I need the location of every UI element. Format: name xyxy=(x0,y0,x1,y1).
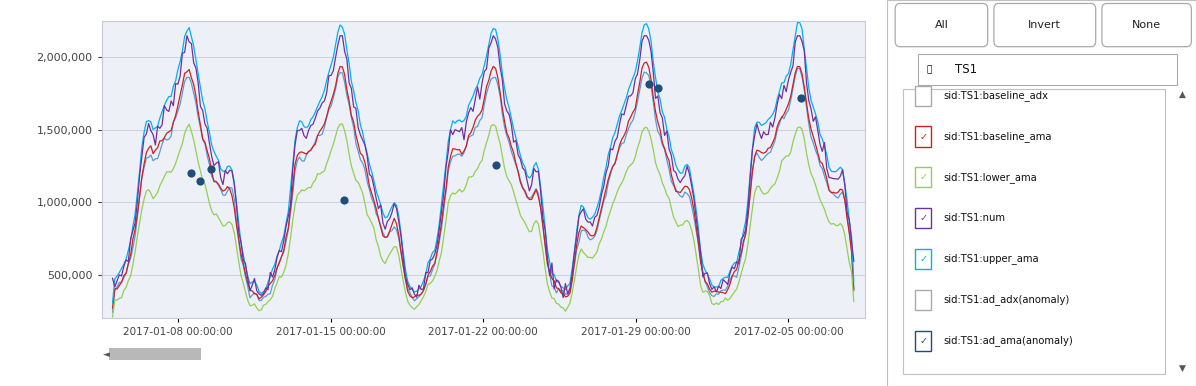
Text: ✓: ✓ xyxy=(920,213,927,223)
Bar xyxy=(915,249,932,269)
Text: Invert: Invert xyxy=(1029,20,1061,30)
Text: None: None xyxy=(1133,20,1161,30)
Text: ✓: ✓ xyxy=(920,172,927,182)
Point xyxy=(487,162,506,168)
Text: sid:TS1:baseline_adx: sid:TS1:baseline_adx xyxy=(944,90,1049,101)
Text: sid:TS1:num: sid:TS1:num xyxy=(944,213,1006,223)
Bar xyxy=(915,290,932,310)
Text: ✓: ✓ xyxy=(920,335,927,345)
Point xyxy=(648,85,667,91)
Text: ◄: ◄ xyxy=(103,350,110,359)
Point xyxy=(190,178,209,184)
Text: ✓: ✓ xyxy=(920,132,927,142)
Text: sid:TS1:ad_ama(anomaly): sid:TS1:ad_ama(anomaly) xyxy=(944,335,1073,346)
Bar xyxy=(915,167,932,187)
Bar xyxy=(903,89,1165,374)
Bar xyxy=(109,348,201,360)
Text: ▼: ▼ xyxy=(1179,364,1185,373)
Bar xyxy=(915,208,932,228)
Text: ✓: ✓ xyxy=(920,254,927,264)
Text: All: All xyxy=(934,20,948,30)
Point xyxy=(334,196,353,203)
Text: ▲: ▲ xyxy=(1179,90,1185,99)
Bar xyxy=(915,127,932,147)
Text: TS1: TS1 xyxy=(956,63,977,76)
Point xyxy=(182,170,201,176)
Bar xyxy=(915,330,932,350)
Text: sid:TS1:ad_adx(anomaly): sid:TS1:ad_adx(anomaly) xyxy=(944,294,1070,305)
Text: 🔍: 🔍 xyxy=(927,65,932,74)
Point xyxy=(201,166,220,172)
FancyBboxPatch shape xyxy=(994,3,1096,47)
FancyBboxPatch shape xyxy=(895,3,988,47)
Point xyxy=(792,95,811,101)
FancyBboxPatch shape xyxy=(1102,3,1191,47)
Bar xyxy=(919,54,1178,85)
Text: sid:TS1:lower_ama: sid:TS1:lower_ama xyxy=(944,172,1037,183)
Text: sid:TS1:upper_ama: sid:TS1:upper_ama xyxy=(944,254,1039,264)
Bar xyxy=(915,86,932,106)
Text: sid:TS1:baseline_ama: sid:TS1:baseline_ama xyxy=(944,131,1052,142)
Point xyxy=(640,81,659,87)
